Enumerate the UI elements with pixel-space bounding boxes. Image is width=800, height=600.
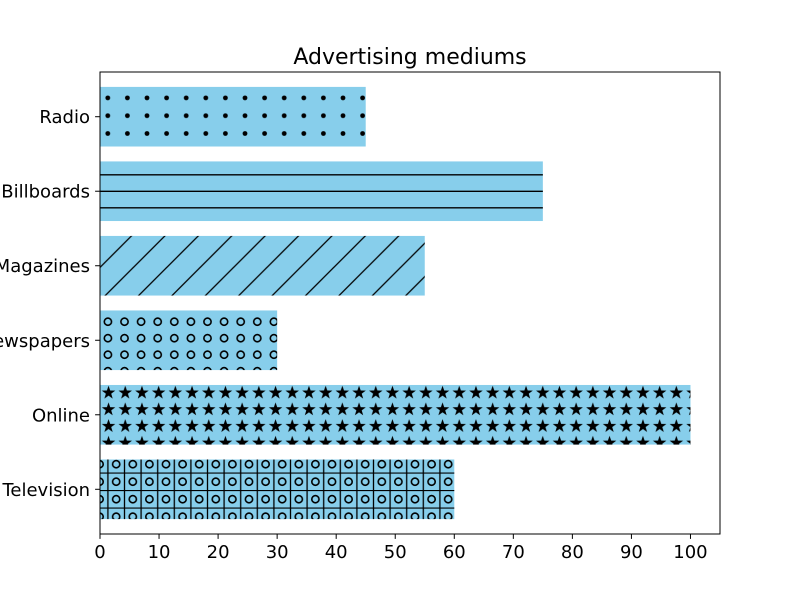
y-axis-ticks: Television Online Newspapers Magazines Billb…: [0, 107, 100, 501]
x-tick-label: 10: [148, 542, 171, 563]
x-tick-label: 20: [207, 542, 230, 563]
chart-title: Advertising mediums: [293, 45, 526, 70]
y-tick-label-magazines: Magazines: [0, 256, 90, 277]
bars-group: [100, 86, 691, 520]
plot-frame: [99, 71, 721, 535]
x-axis-ticks: 0 10 20 30 40 50 60 70 80 90 100: [94, 534, 708, 563]
x-tick-label: 0: [94, 542, 105, 563]
bar-hatch-newspapers: [100, 310, 278, 371]
bar-hatch-television: [100, 459, 455, 520]
y-tick-label-online: Online: [32, 405, 90, 426]
y-tick-label-radio: Radio: [39, 107, 90, 128]
x-tick-label: 50: [384, 542, 407, 563]
bar-hatch-billboards: [100, 161, 543, 222]
x-tick-label: 70: [502, 542, 525, 563]
y-tick-label-television: Television: [1, 480, 90, 501]
bar-hatch-online: [100, 384, 691, 445]
x-tick-label: 30: [266, 542, 289, 563]
y-tick-label-billboards: Billboards: [1, 182, 90, 203]
y-tick-label-newspapers: Newspapers: [0, 331, 90, 352]
x-tick-label: 60: [443, 542, 466, 563]
x-tick-label: 80: [561, 542, 584, 563]
bar-hatch-radio: [100, 86, 366, 147]
x-tick-label: 100: [673, 542, 707, 563]
x-tick-label: 90: [620, 542, 643, 563]
x-tick-label: 40: [325, 542, 348, 563]
bar-hatch-magazines: [100, 235, 425, 296]
